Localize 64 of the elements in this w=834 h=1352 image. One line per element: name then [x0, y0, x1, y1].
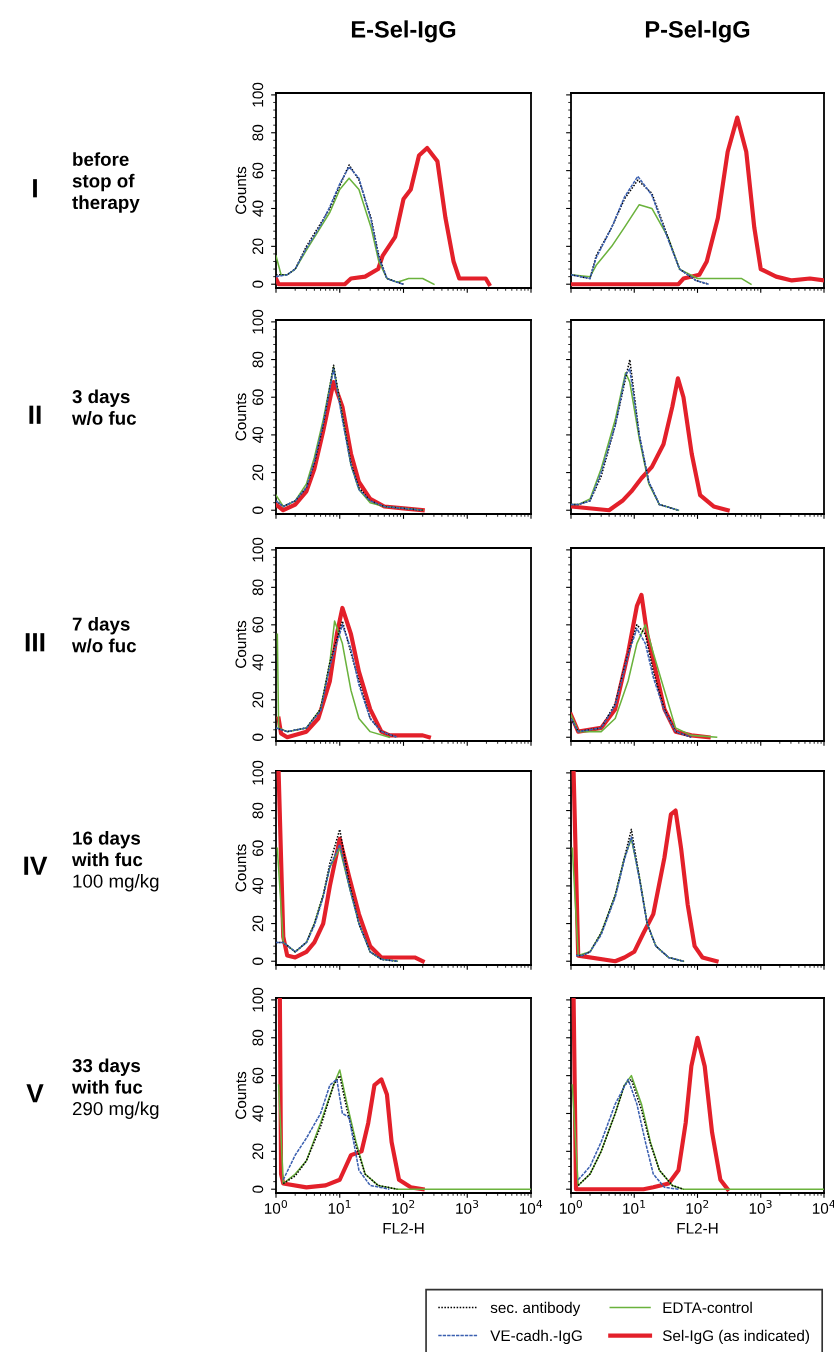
x-tick-label: 10$^{3}$	[456, 1199, 479, 1214]
x-tick-label: 10$^{1}$	[623, 1200, 645, 1214]
y-tick-label: 60	[252, 162, 264, 179]
chart-title: E-Sel-IgG	[351, 20, 456, 43]
text: I	[33, 179, 37, 198]
y-tick-label: 40	[252, 654, 264, 671]
chart-title: P-Sel-IgG	[645, 20, 750, 43]
y-tick-label: 60	[252, 840, 264, 856]
y-tick-label: 100	[252, 537, 264, 562]
y-tick-label: 0	[252, 506, 264, 514]
y-tick-label: 40	[252, 200, 264, 217]
text: III	[25, 633, 45, 652]
y-tick-label: 60	[252, 389, 264, 405]
y-tick-label: 0	[252, 733, 264, 741]
text: 7 days w/o fuc	[71, 616, 137, 653]
y-tick-label: 100	[252, 309, 264, 334]
y-tick-label: 20	[252, 464, 264, 481]
x-tick-label: 10$^{4}$	[519, 1200, 543, 1214]
x-axis-title: FL2-H	[383, 1222, 424, 1234]
y-tick-label: 0	[252, 280, 264, 288]
x-tick-label: 10$^{3}$	[749, 1199, 772, 1214]
x-axis-title: FL2-H	[677, 1222, 718, 1234]
text: 290 mg/kg	[72, 1101, 159, 1119]
y-axis-title: Counts	[235, 620, 247, 668]
y-tick-label: 20	[252, 691, 264, 708]
y-axis-title: Counts	[235, 1071, 247, 1119]
y-tick-label: 40	[252, 1105, 264, 1122]
text: 100 mg/kg	[73, 874, 159, 892]
legend-label: Sel-IgG (as indicated)	[662, 1329, 810, 1345]
y-tick-label: 100	[252, 987, 264, 1012]
legend-label: VE-cadh.-IgG	[490, 1329, 582, 1345]
y-tick-label: 60	[252, 616, 264, 633]
text: V	[26, 1084, 44, 1103]
text: before stop of therapy	[72, 152, 140, 213]
y-axis-title: Counts	[235, 844, 247, 892]
y-tick-label: 80	[252, 579, 264, 596]
y-axis-title: Counts	[235, 393, 247, 441]
x-tick-label: 10$^{2}$	[686, 1199, 709, 1214]
y-tick-label: 100	[252, 82, 264, 107]
x-tick-label: 10$^{2}$	[392, 1199, 415, 1214]
y-tick-label: 80	[252, 1029, 264, 1046]
text: 3 days w/o fuc	[71, 389, 137, 425]
y-tick-label: 40	[252, 877, 264, 895]
legend-label: sec. antibody	[490, 1301, 581, 1317]
text: 16 days with fuc	[71, 830, 143, 867]
y-axis-title: Counts	[235, 166, 247, 214]
y-tick-label: 20	[252, 1143, 264, 1160]
y-tick-label: 20	[252, 915, 264, 932]
y-tick-label: 0	[252, 957, 264, 965]
y-tick-label: 60	[252, 1067, 264, 1084]
y-tick-label: 80	[252, 802, 264, 819]
text: 33 days with fuc	[71, 1058, 143, 1094]
text: IV	[24, 856, 48, 875]
y-tick-label: 80	[252, 124, 264, 141]
x-tick-label: 10$^{0}$	[559, 1199, 583, 1214]
legend-label: EDTA-control	[663, 1301, 752, 1314]
text: II	[29, 405, 41, 424]
y-tick-label: 100	[252, 760, 264, 785]
x-tick-label: 10$^{1}$	[328, 1200, 351, 1214]
y-tick-label: 20	[252, 238, 264, 255]
y-tick-label: 0	[252, 1185, 264, 1193]
y-tick-label: 80	[252, 351, 264, 368]
y-tick-label: 40	[252, 426, 264, 444]
x-tick-label: 10$^{0}$	[264, 1199, 288, 1214]
